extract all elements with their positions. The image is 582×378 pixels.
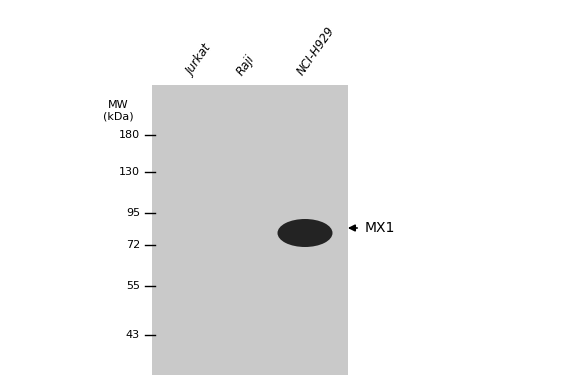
Text: MW
(kDa): MW (kDa) — [102, 100, 133, 122]
Text: 95: 95 — [126, 208, 140, 218]
Text: NCI-H929: NCI-H929 — [294, 25, 337, 78]
Bar — [152, 85, 348, 375]
Text: Raji: Raji — [235, 53, 258, 78]
Text: 72: 72 — [126, 240, 140, 250]
Text: 130: 130 — [119, 167, 140, 177]
Ellipse shape — [278, 219, 332, 247]
Text: Jurkat: Jurkat — [184, 42, 215, 78]
Text: 55: 55 — [126, 281, 140, 291]
Text: 180: 180 — [119, 130, 140, 140]
Text: 43: 43 — [126, 330, 140, 340]
Text: MX1: MX1 — [365, 221, 395, 235]
